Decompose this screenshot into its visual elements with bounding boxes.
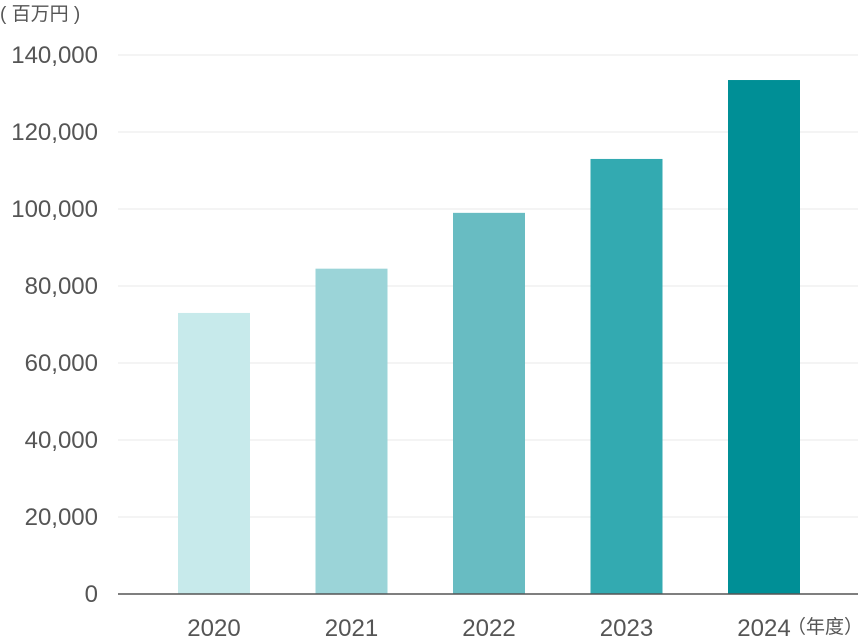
bar bbox=[453, 212, 525, 594]
y-unit-label: ( 百万円 ) bbox=[0, 4, 80, 25]
bar bbox=[590, 158, 663, 594]
y-tick-label: 40,000 bbox=[25, 427, 98, 454]
x-tick-label: 2023 bbox=[600, 615, 653, 637]
bar bbox=[728, 80, 800, 594]
y-tick-label: 20,000 bbox=[25, 504, 98, 531]
x-tick-label: 2021 bbox=[325, 615, 378, 637]
x-tick-label: 2024 bbox=[737, 615, 790, 637]
y-tick-label: 120,000 bbox=[11, 119, 98, 146]
x-tick-label: 2020 bbox=[187, 615, 240, 637]
bar bbox=[178, 312, 250, 594]
y-tick-label: 100,000 bbox=[11, 196, 98, 223]
y-tick-label: 140,000 bbox=[11, 42, 98, 69]
y-axis-ticks: 0 20,000 40,000 60,000 80,000 100,000 120,000 1… bbox=[11, 42, 98, 608]
y-tick-label: 80,000 bbox=[25, 273, 98, 300]
x-axis-ticks: 2020 2021 2022 2023 2024 bbox=[187, 615, 790, 642]
y-tick-label: 0 bbox=[85, 581, 98, 608]
x-unit-label: （年度） bbox=[787, 616, 858, 637]
bars bbox=[178, 80, 800, 594]
bar bbox=[315, 268, 388, 594]
x-tick-label: 2022 bbox=[462, 615, 515, 637]
y-tick-label: 60,000 bbox=[25, 350, 98, 377]
